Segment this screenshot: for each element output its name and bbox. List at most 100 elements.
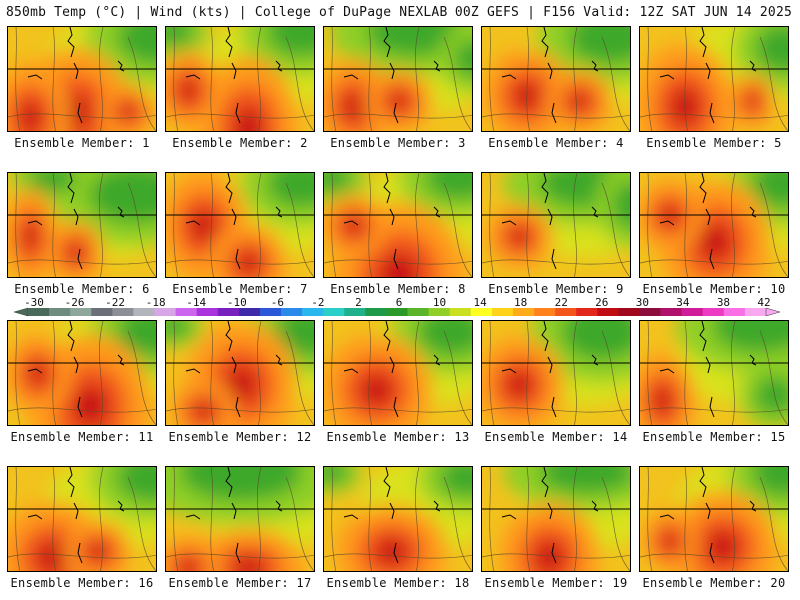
isotherm-contour: [684, 467, 688, 571]
isotherm-contour: [601, 330, 630, 425]
colorbar-swatch: [323, 308, 345, 316]
isotherm-contour: [15, 27, 21, 131]
isotherm-contour: [601, 476, 630, 571]
colorbar-swatch: [428, 308, 451, 316]
ensemble-member-label: Ensemble Member: 18: [326, 576, 470, 590]
coastline: [343, 27, 441, 124]
isotherm-contour: [482, 553, 630, 559]
isotherm-contour: [601, 36, 630, 131]
colorbar-swatch: [91, 308, 113, 316]
ensemble-member-panel-1: [7, 26, 157, 132]
ensemble-member-panel-15: [639, 320, 789, 426]
ensemble-member-panel-19: [481, 466, 631, 572]
temperature-map: [640, 321, 788, 425]
isotherm-contour: [647, 467, 653, 571]
ensemble-member-panel-3: [323, 26, 473, 132]
isotherm-contour: [15, 173, 21, 277]
isotherm-contour: [489, 321, 495, 425]
isotherm-contour: [210, 467, 214, 571]
colorbar-tick-label: -30: [24, 296, 44, 309]
colorbar-swatch: [470, 308, 493, 316]
colorbar-swatch: [681, 308, 704, 316]
isotherm-contour: [324, 553, 472, 559]
isotherm-contour: [731, 467, 736, 571]
temperature-map: [482, 27, 630, 131]
colorbar-tick-label: 10: [433, 296, 446, 309]
temperature-map: [324, 173, 472, 277]
isotherm-contour: [331, 27, 337, 131]
isotherm-contour: [368, 467, 372, 571]
isotherm-contour: [647, 173, 653, 277]
isotherm-contour: [8, 407, 156, 413]
colorbar-swatch: [49, 308, 71, 316]
isotherm-contour: [684, 173, 688, 277]
colorbar-swatch: [112, 308, 134, 316]
colorbar-swatch: [534, 308, 556, 316]
isotherm-contour: [526, 27, 530, 131]
colorbar-tick-label: -22: [105, 296, 125, 309]
ensemble-member-panel-12: [165, 320, 315, 426]
isotherm-contour: [526, 321, 530, 425]
isotherm-contour: [573, 467, 578, 571]
temperature-map: [8, 467, 156, 571]
colorbar-tick-label: -26: [65, 296, 85, 309]
coastline: [659, 321, 757, 418]
colorbar-tick-label: 14: [473, 296, 487, 309]
ensemble-member-label: Ensemble Member: 12: [168, 430, 312, 444]
ensemble-member-label: Ensemble Member: 9: [488, 282, 624, 296]
coastline: [659, 467, 757, 564]
isotherm-contour: [647, 27, 653, 131]
isotherm-contour: [15, 467, 21, 571]
ensemble-member-panel-11: [7, 320, 157, 426]
colorbar-swatch: [639, 308, 661, 316]
colorbar-min-arrow: [13, 307, 29, 317]
colorbar-tick-label: 18: [514, 296, 527, 309]
isotherm-contour: [482, 407, 630, 413]
ensemble-member-label: Ensemble Member: 16: [10, 576, 154, 590]
isotherm-contour: [415, 173, 420, 277]
coastline: [27, 173, 125, 270]
isotherm-contour: [331, 467, 337, 571]
isotherm-contour: [526, 173, 530, 277]
isotherm-contour: [640, 407, 788, 413]
ensemble-member-panel-17: [165, 466, 315, 572]
header-right-title: 00Z GEFS | F156 Valid: 12Z SAT JUN 14 20…: [454, 5, 792, 20]
coastline: [659, 27, 757, 124]
isotherm-contour: [368, 27, 372, 131]
isotherm-contour: [640, 259, 788, 265]
ensemble-member-panel-16: [7, 466, 157, 572]
header-left-title: 850mb Temp (°C) | Wind (kts) | College o…: [6, 5, 448, 20]
ensemble-member-panel-18: [323, 466, 473, 572]
colorbar-swatch: [133, 308, 155, 316]
isotherm-contour: [489, 27, 495, 131]
colorbar-max-arrow: [765, 307, 781, 317]
isotherm-contour: [324, 113, 472, 119]
colorbar-swatch: [386, 308, 408, 316]
isotherm-contour: [285, 36, 314, 131]
colorbar-swatch: [660, 308, 682, 316]
temperature-map: [482, 173, 630, 277]
isotherm-contour: [257, 321, 262, 425]
isotherm-contour: [731, 27, 736, 131]
colorbar-swatch: [344, 308, 366, 316]
colorbar-swatch: [723, 308, 746, 316]
isotherm-contour: [368, 321, 372, 425]
isotherm-contour: [8, 553, 156, 559]
colorbar-tick-label: 38: [717, 296, 730, 309]
coastline: [27, 27, 125, 124]
isotherm-contour: [127, 476, 156, 571]
colorbar-tick-label: 34: [676, 296, 690, 309]
colorbar-swatch: [281, 308, 303, 316]
coastline: [185, 27, 283, 124]
coastline: [185, 173, 283, 270]
ensemble-member-label: Ensemble Member: 5: [646, 136, 782, 150]
isotherm-contour: [415, 27, 420, 131]
isotherm-contour: [759, 330, 788, 425]
isotherm-contour: [52, 173, 56, 277]
ensemble-member-panel-8: [323, 172, 473, 278]
ensemble-member-label: Ensemble Member: 14: [484, 430, 628, 444]
isotherm-contour: [443, 182, 472, 277]
isotherm-contour: [173, 467, 179, 571]
ensemble-member-panel-10: [639, 172, 789, 278]
coastline: [27, 321, 125, 418]
